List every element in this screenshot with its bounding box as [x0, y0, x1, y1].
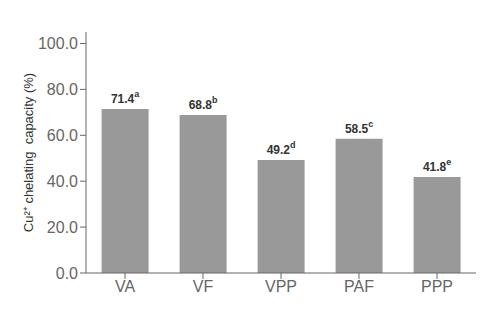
svg-text:Cu²⁺ chelating capacity (%): Cu²⁺ chelating capacity (%) — [21, 73, 36, 232]
svg-text:60.0: 60.0 — [47, 127, 78, 144]
svg-text:PAF: PAF — [344, 278, 374, 295]
svg-text:20.0: 20.0 — [47, 219, 78, 236]
svg-text:100.0: 100.0 — [38, 35, 78, 52]
svg-text:VA: VA — [115, 278, 135, 295]
svg-text:0.0: 0.0 — [56, 265, 78, 282]
svg-text:71.4a: 71.4a — [111, 89, 140, 106]
svg-text:40.0: 40.0 — [47, 173, 78, 190]
svg-text:PPP: PPP — [421, 278, 453, 295]
svg-text:VPP: VPP — [265, 278, 297, 295]
svg-text:80.0: 80.0 — [47, 81, 78, 98]
svg-text:VF: VF — [193, 278, 214, 295]
svg-text:49.2d: 49.2d — [267, 140, 296, 157]
svg-text:68.8b: 68.8b — [189, 95, 218, 112]
svg-text:41.8e: 41.8e — [423, 157, 451, 174]
svg-text:58.5c: 58.5c — [345, 119, 373, 136]
